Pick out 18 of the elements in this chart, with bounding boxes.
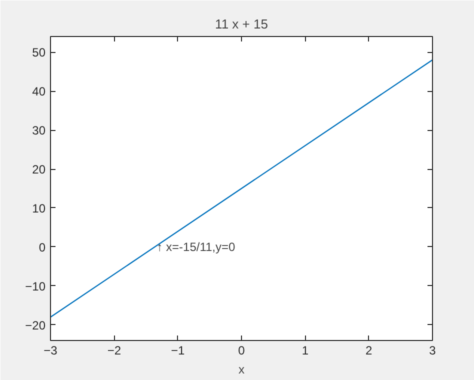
y-tick-label: 10 [32,201,46,216]
x-tick-label: −2 [107,344,122,358]
y-tick-label: 50 [32,46,46,60]
x-tick-label: 1 [302,344,309,358]
annotation: ↑ x=-15/11,y=0 [156,240,236,254]
x-axis-title: x [238,362,244,376]
x-tick-label: 3 [429,344,436,358]
x-tick-label: 2 [365,344,372,358]
y-tick-label: 20 [32,162,46,177]
x-tick-label: −3 [44,344,58,358]
x-tick-label: −1 [170,344,185,358]
x-tick-label: 0 [238,344,246,358]
y-tick-label: 40 [32,84,46,99]
y-tick-label: −20 [25,318,46,332]
y-tick-label: 0 [38,240,46,254]
chart-title: 11 x + 15 [215,16,268,32]
y-tick-label: −10 [25,279,46,294]
y-tick-label: 30 [32,124,46,138]
